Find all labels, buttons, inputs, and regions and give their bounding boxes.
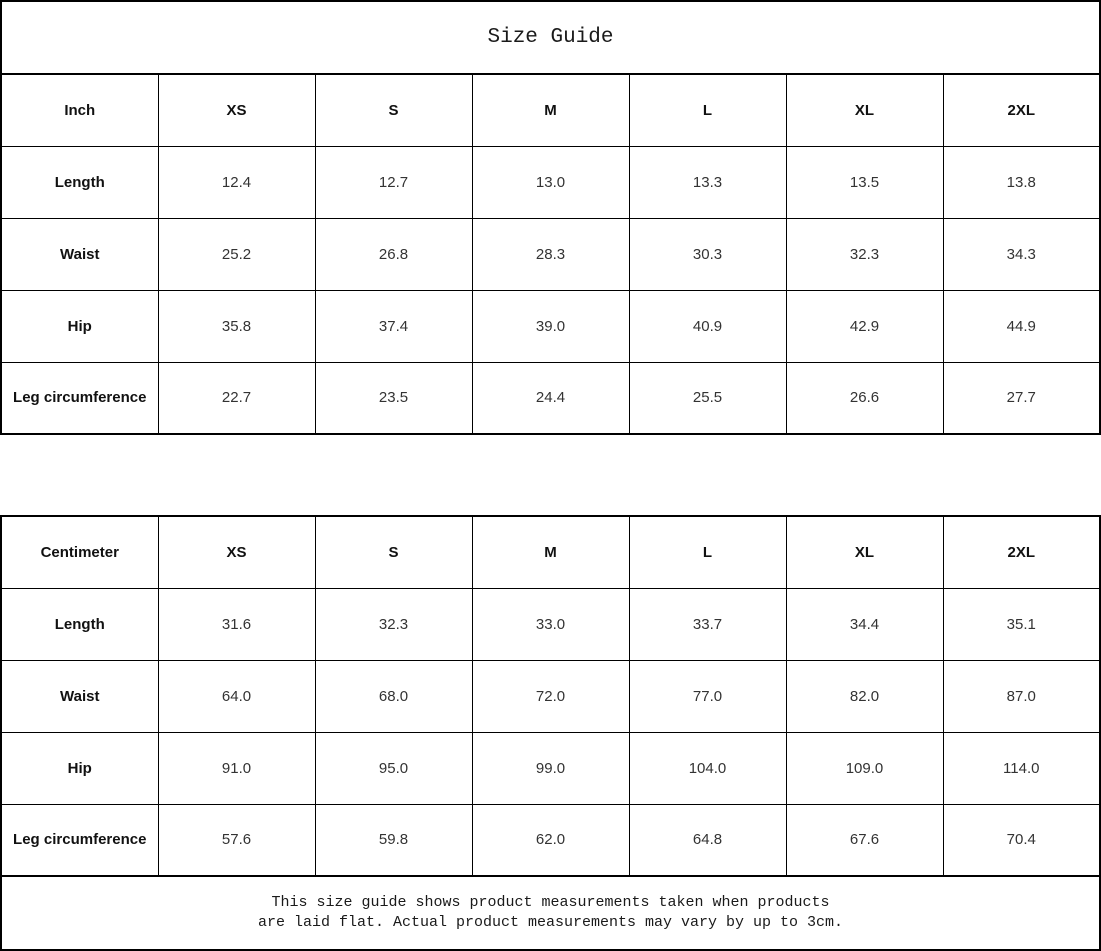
size-value-cell: 33.0 — [471, 587, 630, 661]
size-column-header: XL — [785, 73, 944, 147]
size-column-header: L — [628, 515, 787, 589]
size-value-cell: 32.3 — [785, 217, 944, 291]
row-label: Waist — [0, 659, 159, 733]
size-value-cell: 62.0 — [471, 803, 630, 877]
footer-note-line: This size guide shows product measuremen… — [271, 894, 830, 911]
size-value-cell: 42.9 — [785, 289, 944, 363]
size-column-header: XS — [157, 515, 316, 589]
size-value-cell: 27.7 — [942, 361, 1101, 435]
size-value-cell: 44.9 — [942, 289, 1101, 363]
size-value-cell: 64.0 — [157, 659, 316, 733]
size-value-cell: 31.6 — [157, 587, 316, 661]
unit-header: Centimeter — [0, 515, 159, 589]
size-value-cell: 109.0 — [785, 731, 944, 805]
size-value-cell: 82.0 — [785, 659, 944, 733]
table-row: Length 31.6 32.3 33.0 33.7 34.4 35.1 — [0, 587, 1101, 661]
size-value-cell: 23.5 — [314, 361, 473, 435]
size-value-cell: 87.0 — [942, 659, 1101, 733]
size-value-cell: 12.7 — [314, 145, 473, 219]
unit-header: Inch — [0, 73, 159, 147]
size-column-header: M — [471, 73, 630, 147]
size-value-cell: 64.8 — [628, 803, 787, 877]
size-value-cell: 13.0 — [471, 145, 630, 219]
size-value-cell: 77.0 — [628, 659, 787, 733]
table-separator — [0, 435, 1101, 515]
size-value-cell: 13.3 — [628, 145, 787, 219]
size-value-cell: 70.4 — [942, 803, 1101, 877]
size-value-cell: 35.1 — [942, 587, 1101, 661]
table-row: Hip 35.8 37.4 39.0 40.9 42.9 44.9 — [0, 289, 1101, 363]
row-label: Length — [0, 145, 159, 219]
size-value-cell: 25.2 — [157, 217, 316, 291]
size-value-cell: 13.5 — [785, 145, 944, 219]
size-value-cell: 13.8 — [942, 145, 1101, 219]
size-value-cell: 25.5 — [628, 361, 787, 435]
footer-note-line: are laid flat. Actual product measuremen… — [257, 914, 844, 931]
inch-table: Inch XS S M L XL 2XL Length 12.4 12.7 13… — [0, 73, 1101, 435]
size-value-cell: 33.7 — [628, 587, 787, 661]
page-title: Size Guide — [0, 0, 1101, 73]
size-value-cell: 114.0 — [942, 731, 1101, 805]
size-value-cell: 28.3 — [471, 217, 630, 291]
table-row: Leg circumference 22.7 23.5 24.4 25.5 26… — [0, 361, 1101, 435]
table-row: Leg circumference 57.6 59.8 62.0 64.8 67… — [0, 803, 1101, 877]
size-value-cell: 67.6 — [785, 803, 944, 877]
size-value-cell: 35.8 — [157, 289, 316, 363]
row-label: Length — [0, 587, 159, 661]
size-value-cell: 26.6 — [785, 361, 944, 435]
size-value-cell: 104.0 — [628, 731, 787, 805]
size-value-cell: 12.4 — [157, 145, 316, 219]
size-value-cell: 34.3 — [942, 217, 1101, 291]
table-row: Waist 64.0 68.0 72.0 77.0 82.0 87.0 — [0, 659, 1101, 733]
row-label: Waist — [0, 217, 159, 291]
size-value-cell: 37.4 — [314, 289, 473, 363]
centimeter-table: Centimeter XS S M L XL 2XL Length 31.6 3… — [0, 515, 1101, 877]
size-value-cell: 34.4 — [785, 587, 944, 661]
size-value-cell: 40.9 — [628, 289, 787, 363]
size-value-cell: 22.7 — [157, 361, 316, 435]
row-label: Hip — [0, 289, 159, 363]
size-value-cell: 95.0 — [314, 731, 473, 805]
footer-note: This size guide shows product measuremen… — [0, 877, 1101, 951]
size-value-cell: 91.0 — [157, 731, 316, 805]
size-column-header: 2XL — [942, 515, 1101, 589]
size-value-cell: 26.8 — [314, 217, 473, 291]
size-value-cell: 24.4 — [471, 361, 630, 435]
table-header-row: Inch XS S M L XL 2XL — [0, 73, 1101, 147]
size-column-header: S — [314, 73, 473, 147]
size-value-cell: 32.3 — [314, 587, 473, 661]
size-value-cell: 72.0 — [471, 659, 630, 733]
row-label: Leg circumference — [0, 803, 159, 877]
row-label: Leg circumference — [0, 361, 159, 435]
table-row: Hip 91.0 95.0 99.0 104.0 109.0 114.0 — [0, 731, 1101, 805]
size-value-cell: 39.0 — [471, 289, 630, 363]
table-row: Waist 25.2 26.8 28.3 30.3 32.3 34.3 — [0, 217, 1101, 291]
size-value-cell: 68.0 — [314, 659, 473, 733]
size-value-cell: 57.6 — [157, 803, 316, 877]
size-value-cell: 59.8 — [314, 803, 473, 877]
size-column-header: L — [628, 73, 787, 147]
size-column-header: S — [314, 515, 473, 589]
size-value-cell: 99.0 — [471, 731, 630, 805]
size-value-cell: 30.3 — [628, 217, 787, 291]
row-label: Hip — [0, 731, 159, 805]
size-column-header: M — [471, 515, 630, 589]
table-row: Length 12.4 12.7 13.0 13.3 13.5 13.8 — [0, 145, 1101, 219]
size-column-header: XL — [785, 515, 944, 589]
table-header-row: Centimeter XS S M L XL 2XL — [0, 515, 1101, 589]
size-column-header: 2XL — [942, 73, 1101, 147]
size-column-header: XS — [157, 73, 316, 147]
